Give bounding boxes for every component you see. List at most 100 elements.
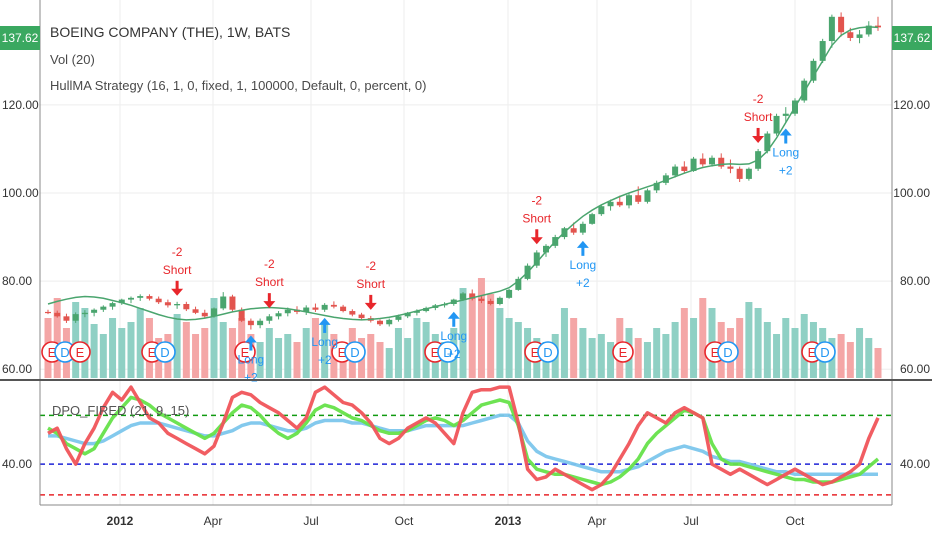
- volume-bar: [745, 302, 753, 378]
- long-qty: +2: [779, 164, 793, 178]
- volume-bar: [496, 308, 504, 378]
- price-tick-label: 80.00: [2, 274, 32, 288]
- strategy-label[interactable]: HullMA Strategy (16, 1, 0, fixed, 1, 100…: [50, 78, 427, 93]
- long-label: Long: [440, 329, 467, 343]
- candle-body: [653, 182, 660, 191]
- event-letter: E: [48, 345, 57, 360]
- volume-bar: [182, 322, 190, 378]
- short-qty: -2: [531, 193, 542, 207]
- time-tick-label: 2013: [495, 514, 522, 528]
- candle-body: [358, 314, 365, 319]
- candle-body: [644, 190, 651, 202]
- volume-bar: [690, 318, 698, 378]
- long-qty: +2: [447, 347, 461, 361]
- candle-body: [118, 299, 125, 304]
- short-arrow-shaft: [369, 294, 373, 304]
- candle-body: [487, 300, 494, 304]
- event-letter: E: [241, 345, 250, 360]
- volume-bar: [293, 342, 301, 378]
- earnings-marker: [612, 341, 634, 363]
- short-label: Short: [163, 263, 192, 277]
- volume-bar: [109, 318, 117, 378]
- volume-bar: [99, 334, 107, 378]
- candle-body: [211, 308, 217, 317]
- axes: 60.00 60.00 80.00 80.00 100.00 100.00 120.00 12…: [0, 0, 932, 528]
- candle-body: [838, 16, 845, 33]
- oscillator-tick-label: 40.00: [2, 457, 32, 471]
- candle-body: [128, 297, 134, 300]
- event-letter: E: [619, 345, 628, 360]
- short-label: Short: [522, 211, 551, 225]
- candle-body: [570, 228, 577, 233]
- candle-body: [699, 158, 706, 165]
- candle-body: [616, 201, 623, 206]
- volume-bar: [643, 342, 651, 378]
- candle-body: [598, 206, 605, 215]
- candle-body: [828, 16, 835, 42]
- candle-body: [607, 201, 614, 207]
- candle-body: [469, 293, 476, 299]
- candle-body: [543, 245, 549, 253]
- candle-body: [330, 304, 337, 307]
- earnings-marker: [69, 341, 91, 363]
- candle-body: [736, 168, 743, 179]
- volume-bar: [791, 328, 799, 378]
- candle-body: [229, 296, 236, 310]
- dividend-marker: [344, 341, 366, 363]
- dividend-marker: [717, 341, 739, 363]
- event-letter: E: [808, 345, 817, 360]
- volume-bar: [284, 334, 292, 378]
- candle-body: [579, 223, 586, 233]
- candle-body: [496, 297, 503, 304]
- volume-bar: [210, 298, 218, 378]
- volume-bar: [653, 328, 661, 378]
- price-tick-label: 80.00: [900, 274, 930, 288]
- volume-bar: [837, 334, 845, 378]
- time-tick-label: Apr: [588, 514, 607, 528]
- volume-bar: [736, 318, 744, 378]
- candle-body: [709, 157, 715, 165]
- candle-body: [192, 309, 199, 313]
- dividend-marker: [437, 341, 459, 363]
- long-qty: +2: [318, 353, 332, 367]
- event-letter: E: [148, 345, 157, 360]
- candle-body: [515, 278, 522, 290]
- dividend-marker: [537, 341, 559, 363]
- volume-bar: [865, 338, 873, 378]
- volume-bar: [579, 328, 587, 378]
- short-qty: -2: [365, 259, 376, 273]
- strategy-signals: Short -2 Short -2 Short -2 Short -2 Short -2 Long +…: [163, 92, 799, 385]
- long-arrow-head: [447, 311, 460, 319]
- candle-body: [745, 168, 752, 179]
- volume-bar: [671, 322, 679, 378]
- volume-bar: [699, 298, 707, 378]
- symbol-title[interactable]: BOEING COMPANY (THE), 1W, BATS: [50, 24, 291, 40]
- oscillator-label[interactable]: DPO_FIRED (21, 9, 15): [52, 403, 190, 418]
- volume-label[interactable]: Vol (20): [50, 52, 95, 67]
- dividend-marker: [154, 341, 176, 363]
- event-letter: D: [723, 345, 732, 360]
- long-arrow-shaft: [581, 246, 585, 256]
- volume-bar: [680, 308, 688, 378]
- event-letter: D: [820, 345, 829, 360]
- time-tick-label: 2012: [107, 514, 134, 528]
- candle-body: [386, 319, 393, 325]
- volume-bar: [413, 318, 421, 378]
- volume-bar: [311, 318, 319, 378]
- volume-bar: [376, 342, 384, 378]
- volume-bar: [588, 338, 596, 378]
- volume-bar: [560, 308, 568, 378]
- volume-bar: [754, 308, 762, 378]
- candle-body: [847, 32, 854, 38]
- volume-bar: [53, 298, 61, 378]
- candle-body: [718, 157, 725, 167]
- candle-body: [164, 302, 171, 306]
- volume-bar: [265, 328, 273, 378]
- volume-bar: [570, 318, 578, 378]
- long-arrow-shaft: [452, 317, 456, 327]
- candle-body: [875, 25, 881, 28]
- volume-bar: [607, 342, 615, 378]
- price-tick-label: 120.00: [893, 98, 930, 112]
